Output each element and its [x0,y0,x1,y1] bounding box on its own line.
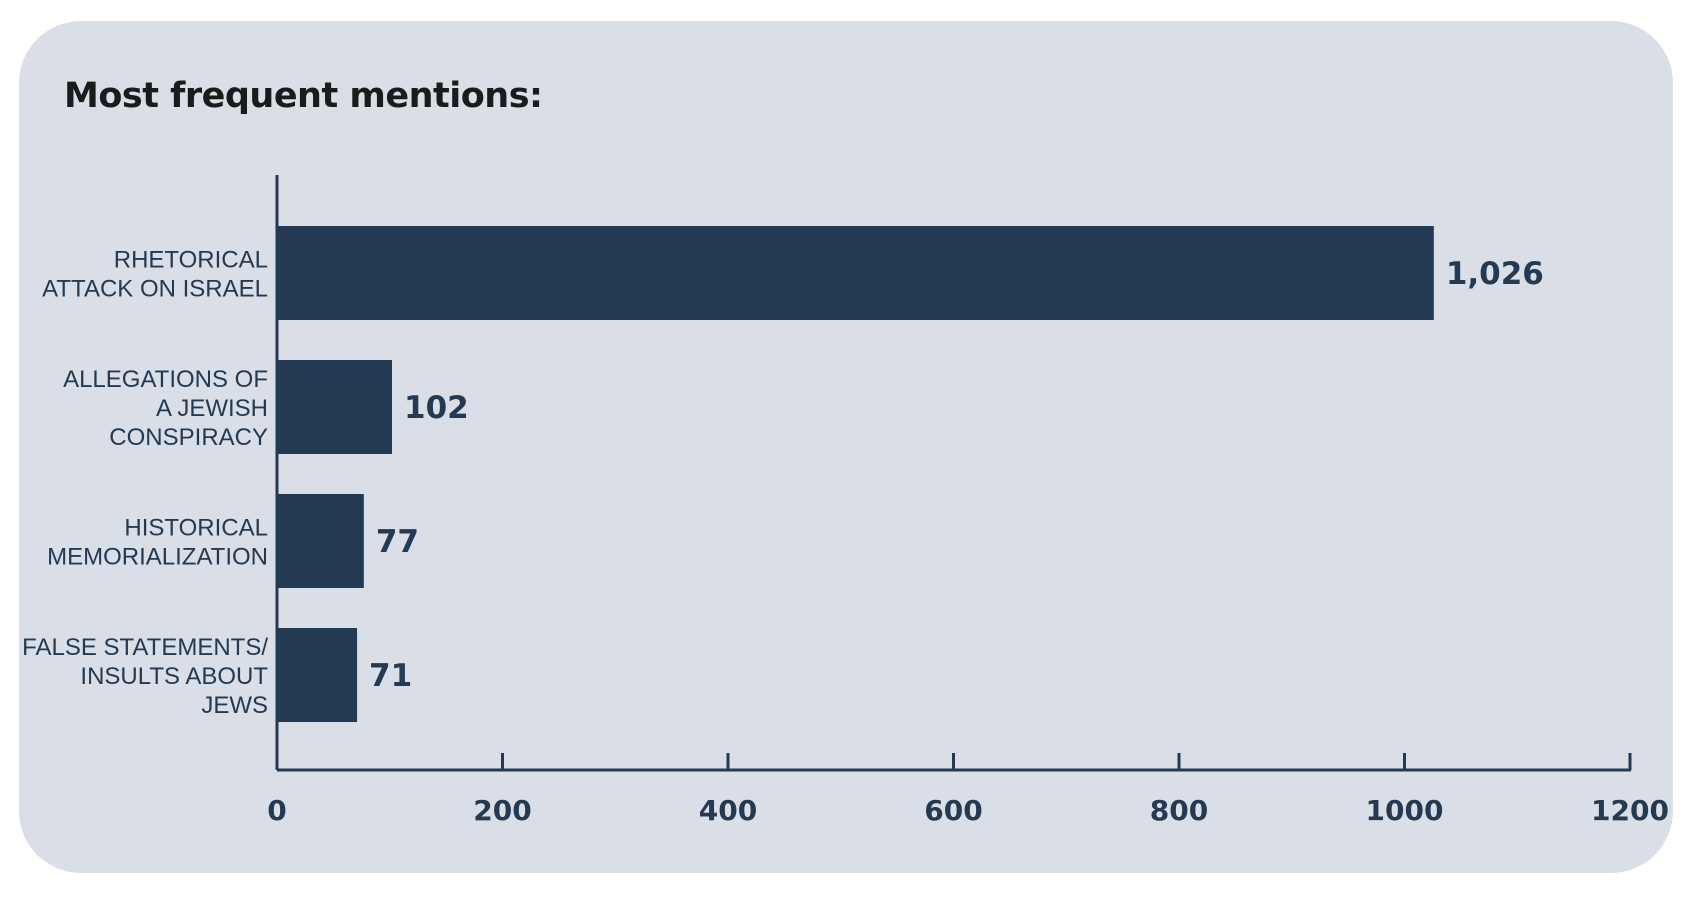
value-label-1: 102 [404,390,469,426]
category-label-0: RHETORICAL ATTACK ON ISRAEL [42,247,268,303]
value-label-3: 71 [369,658,412,694]
category-label-3: FALSE STATEMENTS/INSULTS ABOUT JEWS [22,634,268,719]
chart-title: Most frequent mentions: [64,76,543,116]
x-tick-label-4: 800 [1150,794,1208,827]
x-tick-label-3: 600 [924,794,982,827]
bar-0 [277,226,1434,320]
x-tick-label-0: 0 [267,794,286,827]
bar-2 [277,494,364,588]
value-label-2: 77 [376,524,419,560]
x-tick-label-6: 1200 [1591,794,1669,827]
bar-3 [277,628,358,722]
value-label-0: 1,026 [1446,256,1544,292]
x-tick-label-2: 400 [699,794,757,827]
x-tick-label-1: 200 [473,794,531,827]
x-tick-label-5: 1000 [1366,794,1444,827]
bar-1 [277,360,393,454]
category-label-1: ALLEGATIONS OF A JEWISH CONSPIRACY [63,366,268,451]
category-label-2: HISTORICAL MEMORIALIZATION [47,515,268,571]
